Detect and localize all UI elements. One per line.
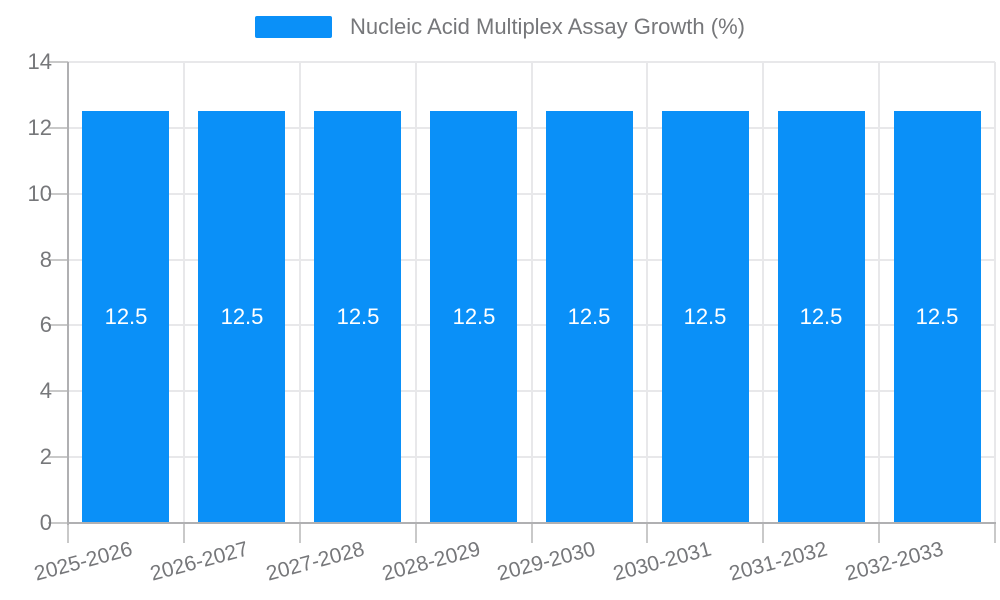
x-tick-label: 2026-2027 — [147, 537, 251, 586]
legend-swatch-icon — [255, 16, 333, 38]
bar — [662, 111, 749, 523]
y-axis-tick — [48, 390, 68, 392]
x-gridline — [762, 62, 764, 523]
y-axis-tick — [48, 456, 68, 458]
y-axis-tick — [48, 259, 68, 261]
x-tick-label: 2030-2031 — [610, 537, 714, 586]
x-tick-label: 2032-2033 — [842, 537, 946, 586]
y-tick-label: 12 — [27, 115, 52, 140]
x-tick-label: 2029-2030 — [494, 537, 598, 586]
y-tick-label: 8 — [39, 247, 52, 272]
y-axis-tick — [48, 61, 68, 63]
x-axis-tick — [415, 523, 417, 543]
bar-value-label: 12.5 — [915, 304, 959, 329]
y-tick-label: 0 — [39, 510, 52, 535]
bar — [82, 111, 169, 523]
x-gridline — [878, 62, 880, 523]
y-axis-tick — [48, 522, 68, 524]
bar — [546, 111, 633, 523]
x-tick-label: 2027-2028 — [263, 537, 367, 586]
bar — [430, 111, 517, 523]
y-tick-label: 6 — [39, 312, 52, 337]
y-tick-label: 10 — [27, 181, 52, 206]
x-tick-label: 2031-2032 — [726, 537, 830, 586]
bar-value-label: 12.5 — [104, 304, 148, 329]
x-axis-tick — [994, 523, 996, 543]
x-axis-tick — [67, 523, 69, 543]
x-axis-tick — [646, 523, 648, 543]
bar-value-label: 12.5 — [567, 304, 611, 329]
bar — [198, 111, 285, 523]
x-axis-tick — [299, 523, 301, 543]
bar-value-label: 12.5 — [683, 304, 727, 329]
y-tick-label: 14 — [27, 49, 52, 74]
x-gridline — [415, 62, 417, 523]
y-tick-label: 2 — [39, 444, 52, 469]
y-axis-tick — [48, 127, 68, 129]
legend-item[interactable]: Nucleic Acid Multiplex Assay Growth (%) — [255, 14, 745, 40]
x-tick-label: 2028-2029 — [379, 537, 483, 586]
y-tick-label: 4 — [39, 378, 52, 403]
x-axis-tick — [183, 523, 185, 543]
x-gridline — [299, 62, 301, 523]
x-axis-line — [67, 522, 996, 524]
x-gridline — [646, 62, 648, 523]
bar — [314, 111, 401, 523]
x-axis-tick — [878, 523, 880, 543]
x-axis-tick — [762, 523, 764, 543]
x-gridline — [183, 62, 185, 523]
bar-value-label: 12.5 — [452, 304, 496, 329]
y-axis-tick — [48, 193, 68, 195]
x-gridline — [531, 62, 533, 523]
bar-value-label: 12.5 — [220, 304, 264, 329]
y-axis-tick — [48, 324, 68, 326]
bar-value-label: 12.5 — [799, 304, 843, 329]
bar — [894, 111, 981, 523]
x-tick-label: 2025-2026 — [31, 537, 135, 586]
y-axis-line — [67, 62, 69, 525]
bar-value-label: 12.5 — [336, 304, 380, 329]
bar — [778, 111, 865, 523]
legend: Nucleic Acid Multiplex Assay Growth (%) — [0, 14, 1000, 40]
legend-label: Nucleic Acid Multiplex Assay Growth (%) — [350, 14, 745, 39]
x-axis-tick — [531, 523, 533, 543]
x-gridline — [994, 62, 996, 523]
